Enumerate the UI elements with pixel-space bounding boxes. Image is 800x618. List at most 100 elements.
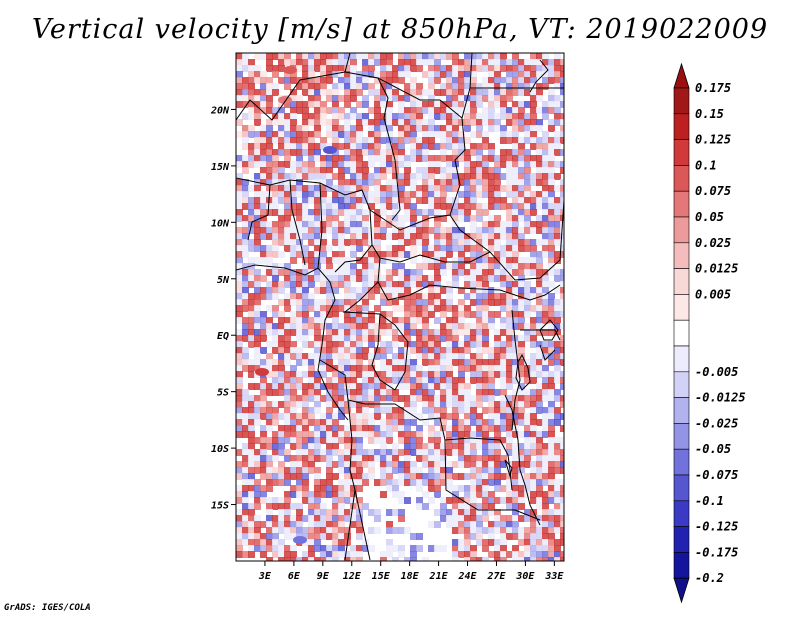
field-cell xyxy=(482,83,489,90)
field-cell xyxy=(548,425,555,432)
field-cell xyxy=(422,389,429,396)
field-cell xyxy=(452,323,459,330)
field-cell xyxy=(482,515,489,522)
field-cell xyxy=(386,53,393,60)
field-cell xyxy=(290,125,297,132)
field-cell xyxy=(326,461,333,468)
field-cell xyxy=(548,263,555,270)
field-cell xyxy=(464,125,471,132)
field-cell xyxy=(452,71,459,78)
field-cell xyxy=(404,269,411,276)
field-cell xyxy=(518,167,525,174)
field-cell xyxy=(272,371,279,378)
field-cell xyxy=(242,407,249,414)
field-cell xyxy=(458,71,465,78)
field-cell xyxy=(308,443,315,450)
lon-tick-label: 27E xyxy=(486,571,506,582)
field-cell xyxy=(254,419,261,426)
field-cell xyxy=(488,179,495,186)
field-cell xyxy=(416,497,423,504)
field-cell xyxy=(554,377,561,384)
field-cell xyxy=(404,137,411,144)
field-cell xyxy=(272,329,279,336)
field-cell xyxy=(344,533,351,540)
field-cell xyxy=(248,227,255,234)
field-cell xyxy=(356,53,363,60)
field-cell xyxy=(452,257,459,264)
field-cell xyxy=(296,107,303,114)
field-cell xyxy=(320,77,327,84)
field-cell xyxy=(434,71,441,78)
field-cell xyxy=(272,113,279,120)
field-cell xyxy=(254,191,261,198)
field-cell xyxy=(548,95,555,102)
field-cell xyxy=(524,269,531,276)
field-cell xyxy=(506,443,513,450)
field-cell xyxy=(374,167,381,174)
field-cell xyxy=(506,395,513,402)
field-cell xyxy=(488,173,495,180)
field-cell xyxy=(422,59,429,66)
field-cell xyxy=(332,431,339,438)
field-cell xyxy=(296,131,303,138)
field-cell xyxy=(356,467,363,474)
field-cell xyxy=(506,263,513,270)
field-cell xyxy=(242,65,249,72)
field-cell xyxy=(284,185,291,192)
field-cell xyxy=(236,197,243,204)
field-cell xyxy=(320,533,327,540)
field-cell xyxy=(314,533,321,540)
field-cell xyxy=(338,59,345,66)
field-cell xyxy=(296,305,303,312)
field-cell xyxy=(530,533,537,540)
field-cell xyxy=(428,401,435,408)
field-cell xyxy=(236,509,243,516)
field-cell xyxy=(266,95,273,102)
field-cell xyxy=(548,401,555,408)
colorbar-label: 0.125 xyxy=(695,133,731,147)
field-cell xyxy=(482,425,489,432)
field-cell xyxy=(560,77,564,84)
field-cell xyxy=(536,323,543,330)
field-cell xyxy=(554,233,561,240)
field-cell xyxy=(470,431,477,438)
field-cell xyxy=(374,143,381,150)
field-cell xyxy=(338,263,345,270)
field-cell xyxy=(500,185,507,192)
field-cell xyxy=(272,155,279,162)
field-cell xyxy=(398,497,405,504)
field-cell xyxy=(416,293,423,300)
field-cell xyxy=(452,383,459,390)
field-cell xyxy=(314,89,321,96)
field-cell xyxy=(374,155,381,162)
field-cell xyxy=(554,317,561,324)
field-cell xyxy=(458,95,465,102)
field-cell xyxy=(428,365,435,372)
field-cell xyxy=(326,215,333,222)
field-cell xyxy=(284,437,291,444)
field-cell xyxy=(332,137,339,144)
field-cell xyxy=(458,503,465,510)
field-cell xyxy=(350,173,357,180)
field-cell xyxy=(284,551,291,558)
field-cell xyxy=(488,425,495,432)
field-cell xyxy=(464,413,471,420)
field-cell xyxy=(362,173,369,180)
field-cell xyxy=(470,497,477,504)
field-cell xyxy=(536,551,543,558)
field-cell xyxy=(548,59,555,66)
coast-line xyxy=(529,59,549,93)
field-cell xyxy=(416,353,423,360)
field-cell xyxy=(344,113,351,120)
field-cell xyxy=(332,95,339,102)
field-cell xyxy=(290,323,297,330)
field-cell xyxy=(368,425,375,432)
field-cell xyxy=(320,113,327,120)
field-cell xyxy=(536,83,543,90)
field-cell xyxy=(296,473,303,480)
field-cell xyxy=(536,221,543,228)
field-cell xyxy=(506,335,513,342)
field-cell xyxy=(446,305,453,312)
field-cell xyxy=(524,59,531,66)
field-cell xyxy=(392,179,399,186)
